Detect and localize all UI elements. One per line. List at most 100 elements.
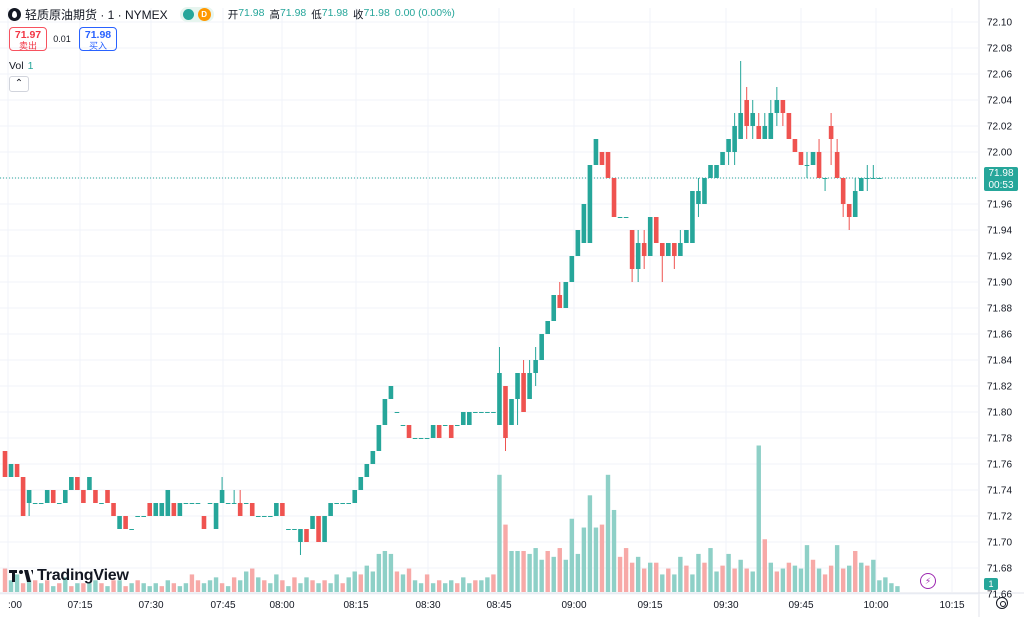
volume-bar	[491, 574, 496, 592]
volume-bar	[32, 580, 38, 592]
volume-bar	[539, 559, 544, 592]
volume-legend[interactable]: Vol 1	[9, 60, 33, 72]
brand-name: TradingView	[37, 567, 129, 584]
candle-body	[286, 529, 291, 530]
volume-bar	[418, 583, 424, 592]
volume-bar	[732, 568, 737, 592]
candle-body	[412, 438, 418, 439]
volume-bar	[672, 574, 677, 592]
candle-body	[364, 464, 370, 477]
candle-body	[720, 152, 725, 165]
trade-panel: 71.97 卖出 0.01 71.98 买入	[9, 27, 117, 51]
volume-bar	[895, 586, 900, 592]
spread-value: 0.01	[53, 34, 71, 44]
volume-bar	[231, 577, 237, 592]
candle-body	[93, 490, 98, 503]
symbol-title[interactable]: 轻质原油期货 · 1 · NYMEX	[25, 7, 168, 22]
volume-bar	[587, 495, 593, 592]
candle-body	[147, 503, 153, 516]
candle-body	[726, 139, 731, 152]
volume-bar	[316, 583, 321, 592]
candle-body	[165, 490, 171, 516]
candle-body	[298, 529, 303, 542]
volume-bar	[557, 548, 562, 592]
collapse-legend-button[interactable]: ⌃	[9, 76, 29, 92]
candle-body	[611, 178, 617, 217]
volume-bar	[304, 577, 309, 592]
settings-gear-icon[interactable]	[996, 597, 1008, 609]
buy-button[interactable]: 71.98 买入	[79, 27, 117, 51]
candle-body	[617, 217, 623, 218]
volume-bar	[497, 474, 502, 592]
volume-bar	[449, 580, 454, 592]
volume-bar	[738, 559, 743, 592]
volume-bar	[533, 548, 538, 592]
bar-countdown: 00:53	[988, 179, 1014, 191]
candle-body	[2, 451, 8, 477]
candle-body	[50, 490, 56, 503]
volume-bar	[726, 553, 731, 592]
candle-body	[852, 191, 858, 217]
candle-body	[159, 503, 165, 516]
volume-bar	[889, 583, 894, 592]
candle-body	[268, 516, 273, 517]
candle-body	[822, 178, 828, 179]
volume-bar	[237, 580, 243, 592]
sell-button[interactable]: 71.97 卖出	[9, 27, 47, 51]
volume-bar	[280, 580, 285, 592]
volume-bar	[117, 580, 122, 592]
volume-bar	[63, 577, 68, 592]
candle-body	[75, 477, 80, 490]
candle-body	[569, 256, 575, 282]
candle-body	[641, 243, 647, 256]
volume-bar	[714, 571, 719, 592]
y-tick-label: 71.66	[987, 590, 1012, 601]
volume-bar	[623, 548, 629, 592]
chart-header: 轻质原油期货 · 1 · NYMEX D 开 71.98 高 71.98 低 71.9…	[8, 6, 460, 22]
x-tick-label: :00	[8, 600, 22, 611]
candle-body	[563, 282, 569, 308]
candle-body	[792, 139, 798, 152]
volume-bar	[696, 553, 701, 592]
volume-bar	[201, 583, 207, 592]
volume-bar	[461, 577, 466, 592]
candle-body	[702, 178, 707, 204]
last-price-tag: 71.98 00:53	[984, 167, 1018, 191]
volume-bar	[708, 548, 713, 592]
volume-bar	[165, 580, 171, 592]
volume-bar	[81, 583, 86, 592]
volume-bar	[159, 586, 164, 592]
volume-bar	[424, 574, 430, 592]
volume-bar	[834, 545, 840, 592]
volume-bar	[219, 583, 225, 592]
volume-bar	[207, 580, 213, 592]
candle-body	[467, 412, 472, 425]
tradingview-logo[interactable]: TradingView	[9, 567, 129, 585]
candle-body	[358, 477, 364, 490]
tv-logo-icon	[9, 570, 33, 582]
candle-body	[750, 113, 756, 126]
volume-bar	[810, 559, 816, 592]
candle-body	[44, 490, 50, 503]
lightning-icon[interactable]: ⚡	[920, 573, 936, 589]
volume-bar	[147, 586, 152, 592]
candle-body	[479, 412, 484, 413]
x-tick-label: 09:15	[637, 600, 662, 611]
volume-bar	[376, 553, 382, 592]
candle-body	[756, 126, 762, 139]
volume-bar	[473, 580, 478, 592]
volume-bar	[183, 583, 189, 592]
candle-body	[533, 360, 538, 373]
volume-bar	[768, 562, 774, 592]
x-tick-label: 08:15	[343, 600, 368, 611]
market-status[interactable]: D	[179, 6, 214, 22]
volume-bar	[828, 565, 834, 592]
volume-bar	[605, 474, 611, 592]
low-label: 低	[311, 8, 322, 21]
candle-body	[774, 100, 780, 113]
candle-body	[171, 503, 177, 516]
x-tick-label: 08:45	[486, 600, 511, 611]
volume-bar	[871, 559, 876, 592]
y-tick-label: 71.94	[987, 226, 1012, 237]
